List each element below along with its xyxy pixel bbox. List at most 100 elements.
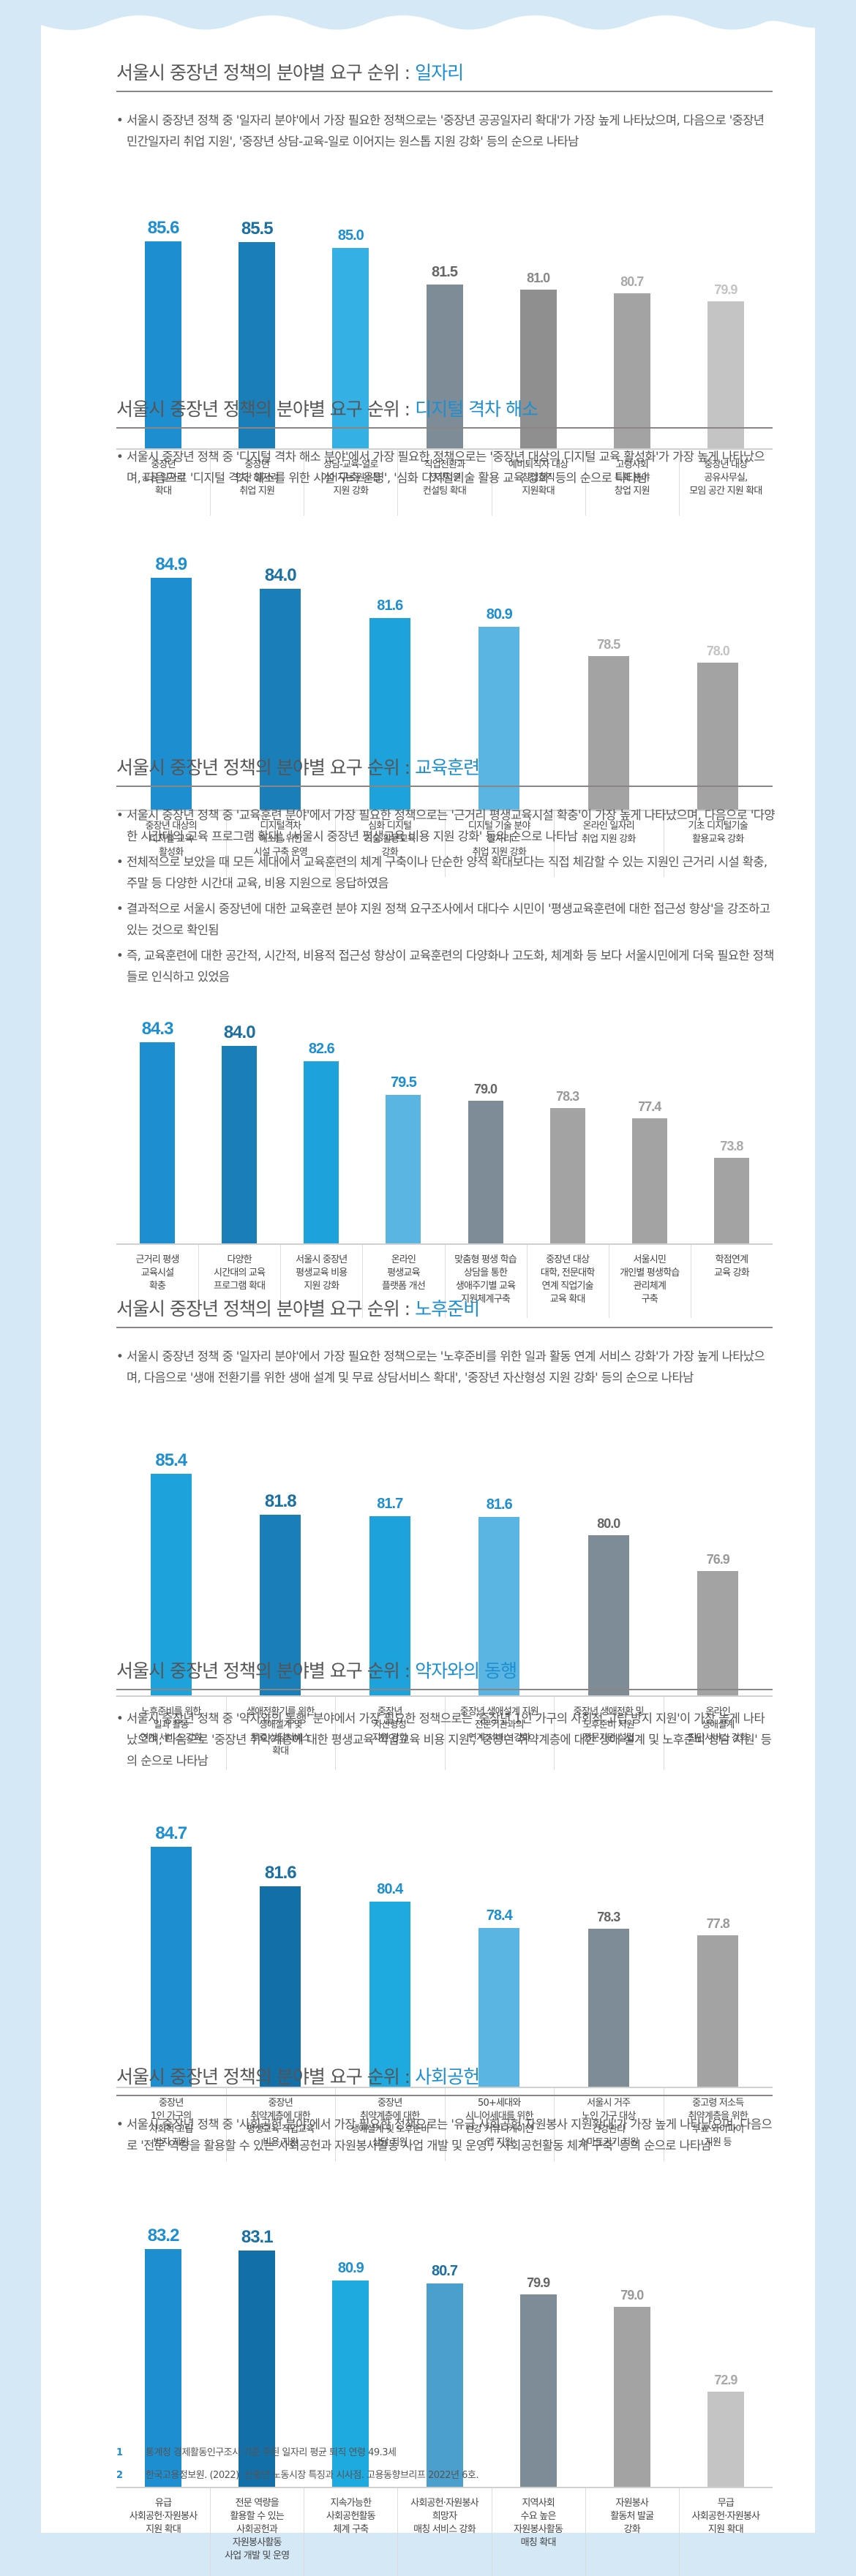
- category-label: 다양한 시간대의 교육 프로그램 확대: [214, 1254, 266, 1292]
- category-label: 지역사회 수요 높은 자원봉사활동 매칭 확대: [514, 2498, 563, 2548]
- bullet-list: 서울시 중장년 정책 중 '일자리 분야'에서 가장 필요한 정책으로는 '노후…: [116, 1346, 775, 1393]
- chart-bar: [222, 1045, 258, 1243]
- bullet-item: 서울시 중장년 정책 중 '교육훈련 분야'에서 가장 필요한 정책으로는 '근…: [116, 805, 776, 847]
- category-label: 온라인 평생교육 플랫폼 개선: [381, 1254, 426, 1292]
- bar-value-label: 78.3: [556, 1089, 579, 1104]
- chart-bar: [613, 293, 650, 448]
- category-label: 자원봉사 활동처 발굴 강화: [610, 2498, 654, 2535]
- category-label: 서울시민 개인별 평생학습 관리체계 구축: [620, 1254, 680, 1305]
- bar-value-label: 76.9: [706, 1551, 730, 1567]
- bar-value-label: 78.5: [597, 637, 620, 652]
- column-divider: [397, 2488, 399, 2576]
- bar-value-label: 81.6: [486, 1496, 513, 1513]
- bullet-item: 즉, 교육훈련에 대한 공간적, 시간적, 비용적 접근성 향상이 교육훈련의 …: [116, 945, 775, 987]
- category-label: 무급 사회공헌·자원봉사 지원 확대: [691, 2498, 760, 2535]
- bar-value-label: 85.5: [241, 219, 274, 239]
- bar-value-label: 72.9: [714, 2372, 737, 2387]
- bar-value-label: 78.3: [597, 1910, 620, 1925]
- chart-bar: [332, 247, 369, 448]
- bar-value-label: 79.0: [620, 2288, 644, 2303]
- chart-bar: [260, 1515, 301, 1695]
- chart-bar: [150, 578, 192, 810]
- bar-value-label: 79.0: [474, 1081, 498, 1096]
- chart-bar: [369, 1515, 410, 1695]
- bar-value-label: 80.0: [597, 1516, 620, 1532]
- bullet-list: 서울시 중장년 정책 중 '교육훈련 분야'에서 가장 필요한 정책으로는 '근…: [116, 805, 776, 992]
- chart-bar: [478, 1517, 520, 1695]
- bullet-item: 결과적으로 서울시 중장년에 대한 교육훈련 분야 지원 정책 요구조사에서 대…: [116, 898, 775, 941]
- chart-bar: [519, 2294, 557, 2487]
- bullet-item: 전체적으로 보았을 때 모든 세대에서 교육훈련의 체계 구축이나 단순한 양적…: [116, 851, 775, 894]
- chart-bar: [697, 662, 739, 810]
- column-divider: [585, 2488, 586, 2576]
- bullet-list: 서울시 중장년 정책 중 '약자와의 동행' 분야에서 가장 필요한 정책으로는…: [116, 1708, 775, 1776]
- bullet-item: 서울시 중장년 정책 중 '약자와의 동행' 분야에서 가장 필요한 정책으로는…: [116, 1708, 775, 1771]
- chart-bar: [239, 242, 276, 448]
- bar-value-label: 84.0: [264, 565, 297, 586]
- footnote-number: 1: [116, 2447, 123, 2458]
- column-divider: [444, 1245, 446, 1318]
- bar-value-label: 79.9: [527, 2275, 550, 2291]
- column-divider: [198, 1245, 200, 1318]
- bar-value-label: 81.8: [264, 1491, 297, 1512]
- chart-bar: [386, 1095, 421, 1243]
- title-accent: 교육훈련: [415, 757, 480, 778]
- column-divider: [210, 2488, 211, 2576]
- bar-value-label: 77.4: [638, 1099, 661, 1114]
- title-accent: 사회공헌: [415, 2066, 480, 2087]
- bar-value-label: 83.1: [241, 2226, 274, 2247]
- title-rule: [116, 786, 773, 787]
- bar-value-label: 80.7: [432, 2263, 458, 2280]
- footnote-item: 1 통계청 경제활동인구조사 기준 주된 일자리 평균 퇴직 연령 49.3세: [116, 2444, 478, 2458]
- chart-bar: [587, 1535, 629, 1695]
- chart-bar: [145, 241, 182, 448]
- title-accent: 노후준비: [415, 1298, 480, 1319]
- footnote-number: 2: [116, 2470, 123, 2481]
- bar-value-label: 84.9: [155, 554, 187, 574]
- title-prefix: 서울시 중장년 정책의 분야별 요구 순위 :: [116, 757, 416, 778]
- chart-bar: [478, 1927, 520, 2087]
- chart-bar: [426, 2283, 463, 2487]
- category-label: 유급 사회공헌·자원봉사 지원 확대: [129, 2498, 198, 2535]
- title-prefix: 서울시 중장년 정책의 분야별 요구 순위 :: [116, 1298, 416, 1319]
- category-label: 전문 역량을 활용할 수 있는 사회공헌과 자원봉사활동 사업 개발 및 운영: [225, 2498, 290, 2561]
- bar-value-label: 80.7: [620, 274, 644, 289]
- column-divider: [280, 1245, 282, 1318]
- category-label: 학점연계 교육 강화: [713, 1254, 750, 1278]
- category-label: 지속가능한 사회공헌활동 체계 구축: [326, 2498, 376, 2535]
- bar-value-label: 84.0: [223, 1022, 256, 1042]
- bullet-item: 서울시 중장년 정책 중 '일자리 분야'에서 가장 필요한 정책으로는 '노후…: [116, 1346, 775, 1388]
- section-title: 서울시 중장년 정책의 분야별 요구 순위 : 교육훈련: [116, 753, 480, 780]
- chart-bar: [587, 656, 629, 810]
- title-rule: [116, 91, 773, 92]
- chart-bar: [519, 290, 557, 448]
- chart-baseline: [116, 1695, 773, 1697]
- bar-value-label: 81.6: [377, 598, 403, 614]
- section-title: 서울시 중장년 정책의 분야별 요구 순위 : 일자리: [116, 59, 464, 85]
- footnote-text: 통계청 경제활동인구조사 기준 주된 일자리 평균 퇴직 연령 49.3세: [146, 2447, 397, 2458]
- bullet-list: 서울시 중장년 정책 중 '사회공헌 분야'에서 가장 필요한 정책으로는 '유…: [116, 2114, 775, 2161]
- bar-value-label: 81.7: [377, 1495, 403, 1512]
- bullet-item: 서울시 중장년 정책 중 '디지털 격차 해소 분야'에서 가장 필요한 정책으…: [116, 446, 775, 489]
- bar-value-label: 77.8: [706, 1916, 730, 1932]
- bar-value-label: 81.5: [432, 264, 458, 281]
- bar-value-label: 84.3: [141, 1019, 174, 1039]
- title-rule: [116, 1327, 773, 1328]
- chart-bar: [239, 2250, 276, 2487]
- chart-bar: [697, 1570, 739, 1695]
- chart-bar: [332, 2281, 369, 2487]
- section-title: 서울시 중장년 정책의 분야별 요구 순위 : 사회공헌: [116, 2063, 480, 2089]
- title-prefix: 서울시 중장년 정책의 분야별 요구 순위 :: [116, 399, 416, 420]
- chart-bar: [260, 589, 301, 810]
- chart-bar: [478, 627, 520, 810]
- footnotes: 1 통계청 경제활동인구조사 기준 주된 일자리 평균 퇴직 연령 49.3세 2 한…: [116, 2444, 479, 2490]
- chart-bar: [613, 2307, 650, 2487]
- bar-value-label: 83.2: [147, 2226, 180, 2245]
- chart-bar: [140, 1042, 176, 1243]
- chart-bar: [631, 1118, 667, 1243]
- bar-value-label: 85.0: [337, 227, 364, 244]
- chart-bar: [587, 1929, 629, 2087]
- chart-bar: [549, 1108, 585, 1243]
- column-divider: [678, 2488, 680, 2576]
- bar-value-label: 80.9: [486, 606, 513, 623]
